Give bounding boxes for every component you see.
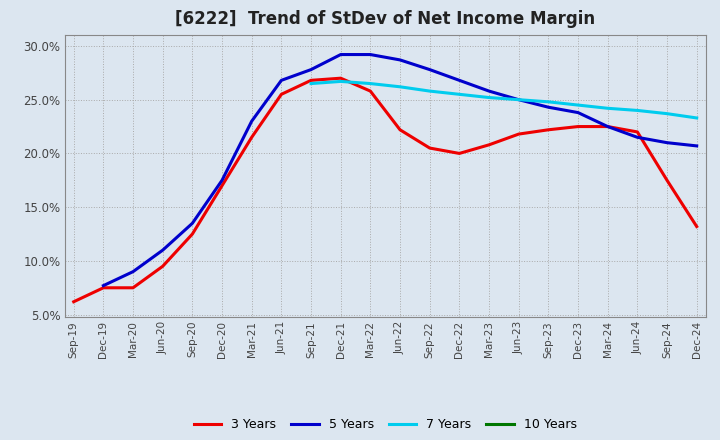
7 Years	[366, 81, 374, 86]
3 Years	[366, 88, 374, 94]
3 Years	[248, 135, 256, 140]
3 Years	[307, 78, 315, 83]
5 Years	[336, 52, 345, 57]
5 Years	[455, 78, 464, 83]
5 Years	[277, 78, 286, 83]
3 Years	[336, 76, 345, 81]
7 Years	[396, 84, 405, 89]
3 Years	[455, 151, 464, 156]
3 Years	[693, 224, 701, 229]
7 Years	[426, 88, 434, 94]
3 Years	[69, 299, 78, 304]
7 Years	[693, 115, 701, 121]
7 Years	[336, 79, 345, 84]
5 Years	[544, 105, 553, 110]
3 Years	[603, 124, 612, 129]
7 Years	[307, 81, 315, 86]
3 Years	[485, 142, 493, 147]
5 Years	[603, 124, 612, 129]
5 Years	[396, 57, 405, 62]
7 Years	[603, 106, 612, 111]
3 Years	[158, 264, 167, 269]
Line: 5 Years: 5 Years	[104, 55, 697, 286]
3 Years	[544, 127, 553, 132]
5 Years	[366, 52, 374, 57]
Line: 3 Years: 3 Years	[73, 78, 697, 302]
5 Years	[307, 67, 315, 72]
3 Years	[633, 129, 642, 135]
5 Years	[662, 140, 671, 145]
7 Years	[485, 95, 493, 100]
7 Years	[574, 103, 582, 108]
3 Years	[396, 127, 405, 132]
5 Years	[514, 97, 523, 103]
Line: 7 Years: 7 Years	[311, 81, 697, 118]
7 Years	[455, 92, 464, 97]
3 Years	[514, 132, 523, 137]
5 Years	[188, 220, 197, 226]
7 Years	[544, 99, 553, 104]
7 Years	[662, 111, 671, 116]
5 Years	[248, 118, 256, 124]
3 Years	[217, 183, 226, 188]
Legend: 3 Years, 5 Years, 7 Years, 10 Years: 3 Years, 5 Years, 7 Years, 10 Years	[189, 413, 582, 436]
3 Years	[188, 231, 197, 237]
5 Years	[574, 110, 582, 115]
3 Years	[129, 285, 138, 290]
7 Years	[514, 97, 523, 103]
3 Years	[662, 178, 671, 183]
7 Years	[633, 108, 642, 113]
5 Years	[693, 143, 701, 149]
Title: [6222]  Trend of StDev of Net Income Margin: [6222] Trend of StDev of Net Income Marg…	[175, 10, 595, 28]
3 Years	[99, 285, 108, 290]
3 Years	[574, 124, 582, 129]
5 Years	[158, 248, 167, 253]
5 Years	[633, 135, 642, 140]
5 Years	[426, 67, 434, 72]
5 Years	[129, 269, 138, 274]
5 Years	[99, 283, 108, 288]
5 Years	[217, 178, 226, 183]
3 Years	[277, 92, 286, 97]
5 Years	[485, 88, 493, 94]
3 Years	[426, 145, 434, 150]
